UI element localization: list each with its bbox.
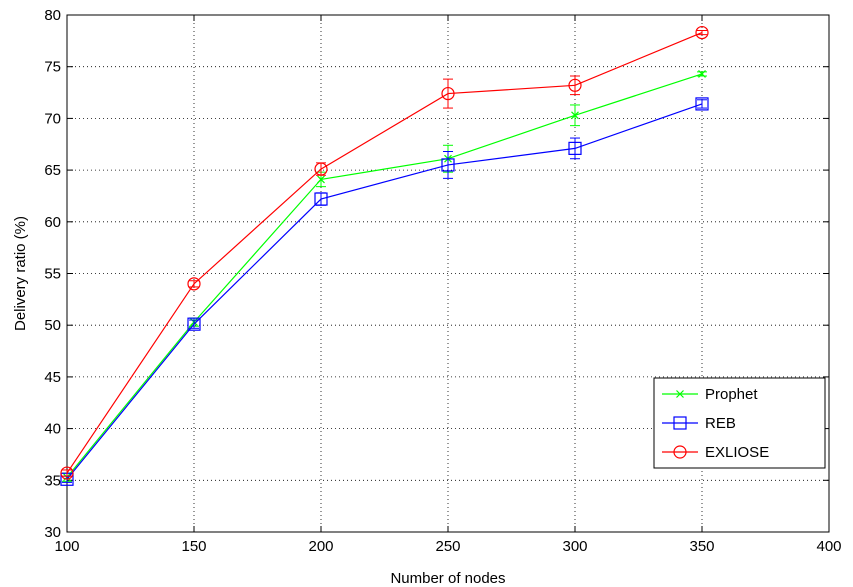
y-tick-label: 75 xyxy=(44,59,61,76)
error-bar-reb xyxy=(697,99,707,109)
series-reb xyxy=(60,97,709,486)
data-point-reb xyxy=(314,192,328,206)
x-tick-label: 300 xyxy=(562,538,587,555)
y-tick-label: 30 xyxy=(44,524,61,541)
series-prophet xyxy=(62,70,707,482)
legend-marker-exliose xyxy=(673,445,687,459)
data-point-prophet xyxy=(698,70,706,78)
data-point-prophet-stroke-b xyxy=(698,70,706,78)
x-tick-label: 400 xyxy=(816,538,841,555)
error-bar-reb xyxy=(189,319,199,329)
axis-ticks xyxy=(66,14,830,533)
y-axis-label: Delivery ratio (%) xyxy=(12,216,29,331)
data-point-reb xyxy=(187,317,201,331)
legend-marker-prophet xyxy=(676,390,684,398)
data-point-reb xyxy=(568,141,582,155)
series-layer xyxy=(60,25,709,486)
y-tick-label: 65 xyxy=(44,162,61,179)
x-tick-label: 200 xyxy=(308,538,333,555)
y-tick-label: 50 xyxy=(44,317,61,334)
x-tick-label: 350 xyxy=(689,538,714,555)
y-axis-tick-labels: 30 35 40 45 50 55 60 65 70 75 80 xyxy=(44,7,61,541)
legend: Prophet REB EXLIOSE xyxy=(653,377,826,469)
x-tick-label: 100 xyxy=(54,538,79,555)
error-bar-exliose xyxy=(62,469,72,477)
x-tick-label: 250 xyxy=(435,538,460,555)
series-exliose xyxy=(60,25,709,480)
data-point-exliose xyxy=(314,162,328,176)
legend-label-reb: REB xyxy=(705,415,736,432)
y-tick-label: 35 xyxy=(44,472,61,489)
legend-marker-prophet-stroke-b xyxy=(676,390,684,398)
legend-item-reb: REB xyxy=(662,415,736,432)
y-tick-label: 80 xyxy=(44,7,61,24)
y-tick-label: 55 xyxy=(44,266,61,283)
legend-marker-reb xyxy=(673,416,687,430)
legend-item-prophet: Prophet xyxy=(662,386,758,403)
data-point-prophet-stroke-b xyxy=(317,175,325,184)
legend-item-exliose: EXLIOSE xyxy=(662,444,769,461)
data-point-exliose xyxy=(60,466,74,480)
data-point-reb xyxy=(441,158,455,172)
x-axis-label: Number of nodes xyxy=(390,570,505,587)
series-line-prophet xyxy=(66,73,703,478)
series-line-reb xyxy=(66,103,703,480)
error-bar-exliose xyxy=(189,280,199,288)
error-bar-reb xyxy=(570,137,580,160)
x-axis-tick-labels: 100 150 200 250 300 350 400 xyxy=(54,538,841,555)
data-point-prophet xyxy=(571,111,579,120)
data-point-prophet xyxy=(317,175,325,184)
data-point-exliose xyxy=(568,78,582,92)
y-tick-label: 45 xyxy=(44,369,61,386)
data-point-prophet-stroke-b xyxy=(571,111,579,120)
y-tick-label: 40 xyxy=(44,421,61,438)
data-point-exliose xyxy=(441,86,455,101)
legend-label-prophet: Prophet xyxy=(705,386,758,403)
y-tick-label: 60 xyxy=(44,214,61,231)
error-bar-reb xyxy=(443,150,453,179)
data-point-exliose xyxy=(187,277,201,291)
data-point-reb xyxy=(695,97,709,111)
error-bar-exliose xyxy=(443,78,453,109)
data-point-exliose xyxy=(695,25,709,40)
x-tick-label: 150 xyxy=(181,538,206,555)
series-line-exliose xyxy=(66,32,703,474)
error-bar-exliose xyxy=(697,30,707,36)
y-tick-label: 70 xyxy=(44,110,61,127)
legend-label-exliose: EXLIOSE xyxy=(705,444,769,461)
